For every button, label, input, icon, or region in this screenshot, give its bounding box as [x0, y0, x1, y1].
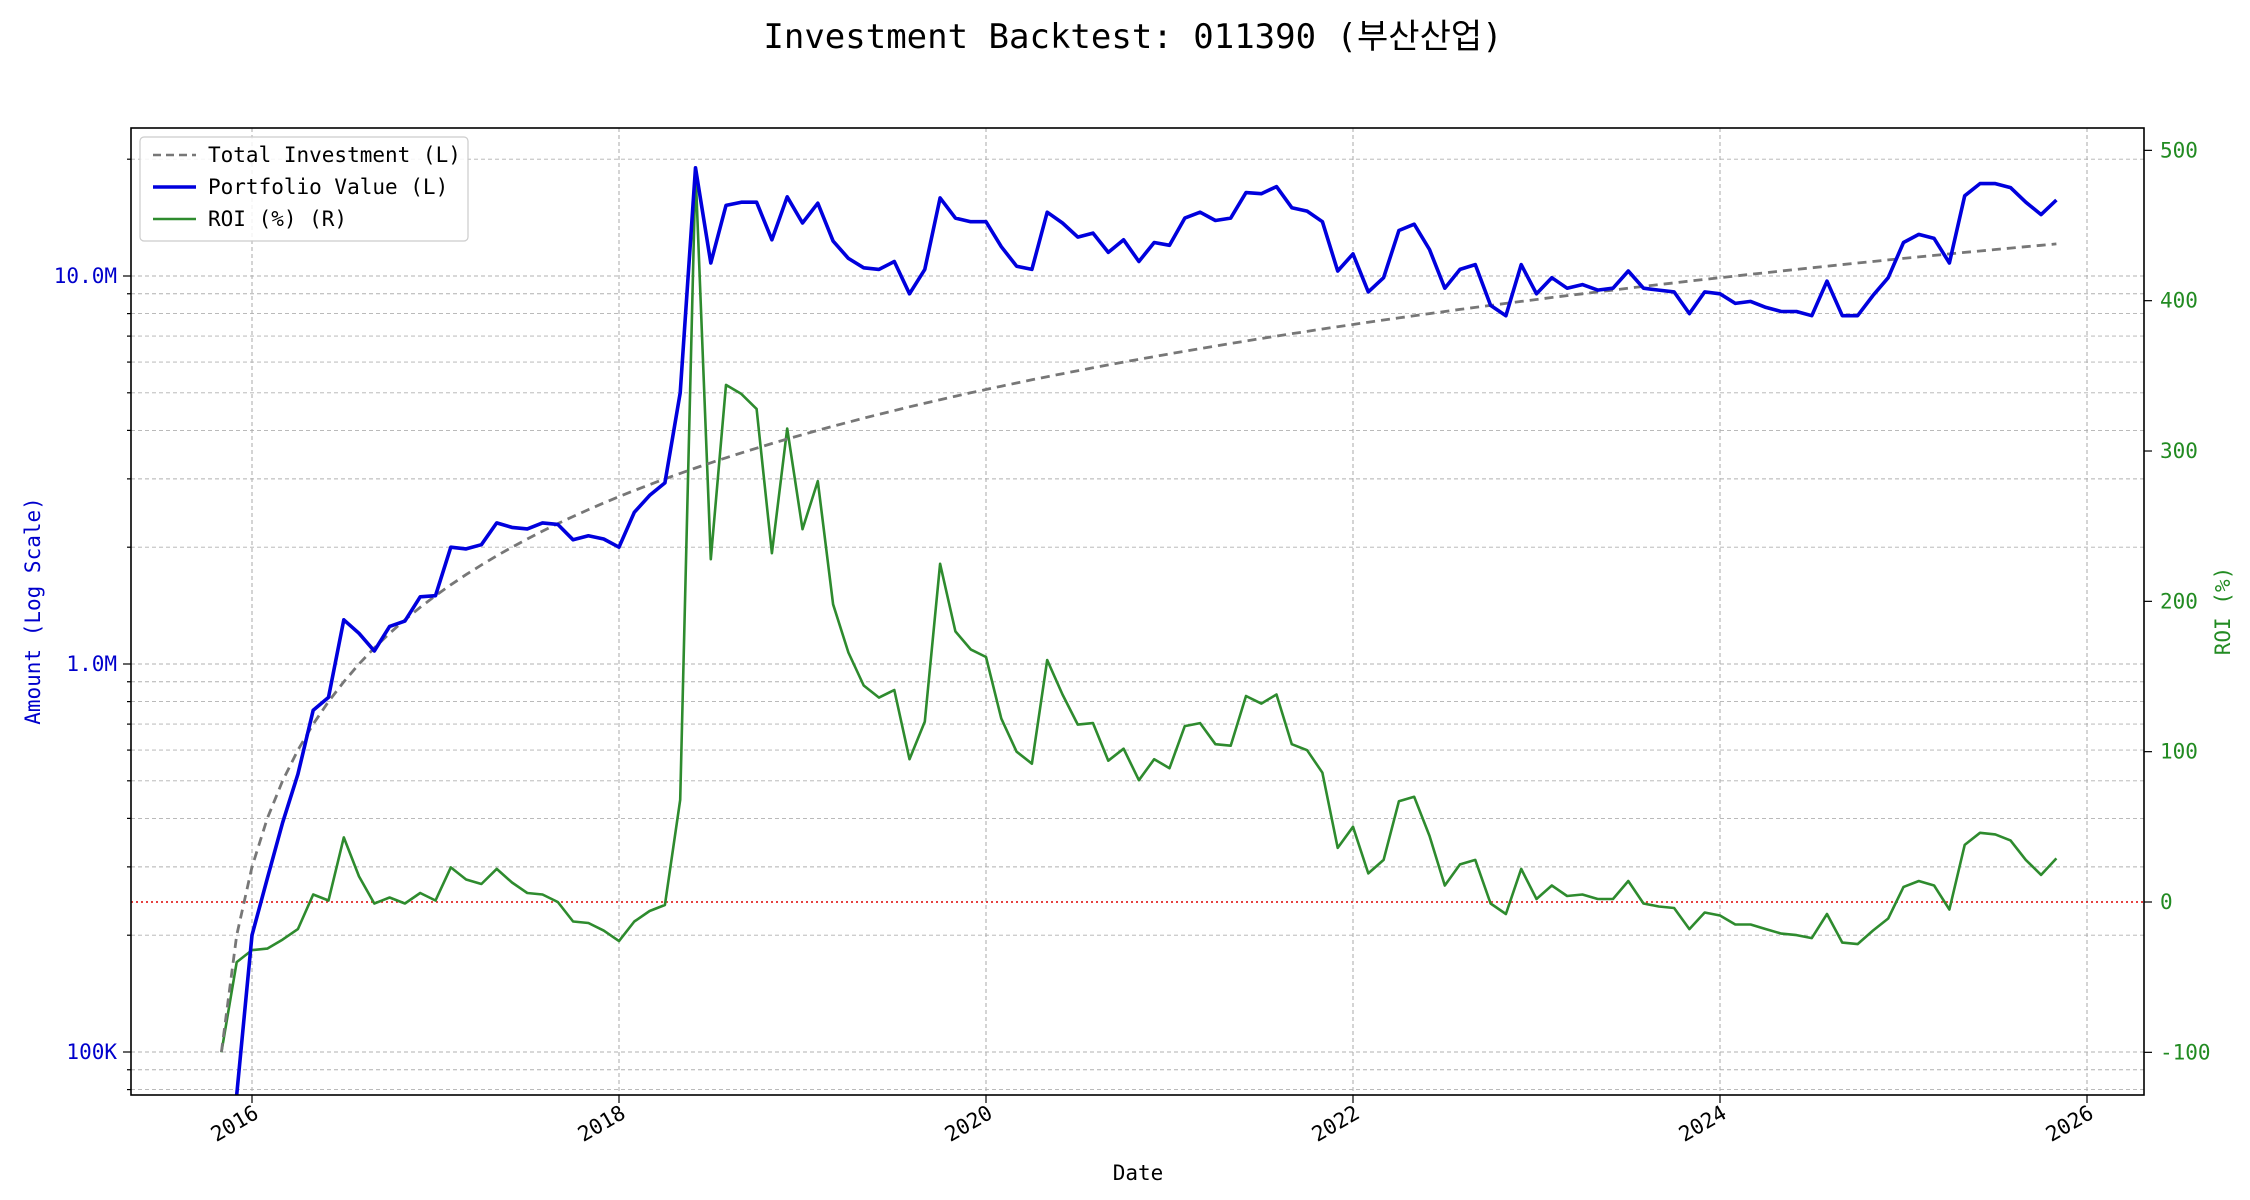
series-roi-line: [220, 168, 2058, 1053]
y-right-tick-label: 200: [2160, 589, 2198, 613]
legend-label-roi: ROI (%) (R): [208, 207, 347, 231]
x-axis-label: Date: [1113, 1161, 1164, 1185]
legend-box: [139, 136, 469, 242]
legend-label-portfolio-value: Portfolio Value (L): [208, 175, 448, 199]
y-left-tick-label: 1.0M: [66, 652, 117, 676]
series-total-investment-line: [220, 242, 2057, 1053]
y-axis-label-left: Amount (Log Scale): [21, 497, 45, 725]
plot-frame: [130, 127, 2145, 1096]
legend: Total Investment (L) Portfolio Value (L)…: [139, 136, 469, 242]
y-right-tick-label: -100: [2160, 1040, 2211, 1064]
y-right-tick-label: 300: [2160, 439, 2198, 463]
y-right-tick-label: 500: [2160, 138, 2198, 162]
x-tick-label: 2020: [941, 1101, 997, 1147]
y-right-tick-label: 400: [2160, 289, 2198, 313]
x-tick-label: 2024: [1675, 1101, 1731, 1147]
y-left-tick-label: 10.0M: [54, 264, 117, 288]
x-tick-label: 2026: [2042, 1101, 2098, 1147]
y-axis-label-right: ROI (%): [2211, 567, 2235, 656]
x-tick-label: 2016: [207, 1101, 263, 1147]
x-tick-label: 2022: [1308, 1101, 1364, 1147]
legend-label-total-investment: Total Investment (L): [208, 143, 461, 167]
x-tick-label: 2018: [574, 1101, 630, 1147]
chart-title: Investment Backtest: 011390 (부산산업): [763, 17, 1502, 57]
series-portfolio-value-line: [234, 166, 2058, 1096]
y-right-tick-label: 100: [2160, 740, 2198, 764]
series-lines: [131, 166, 2144, 1096]
grid-lines: [131, 128, 2144, 1095]
axis-ticks: 100K 1.0M 10.0M -100 0 100 200 300 400 500 2016 201…: [54, 138, 2211, 1146]
y-left-tick-label: 100K: [66, 1040, 117, 1064]
y-right-tick-label: 0: [2160, 890, 2173, 914]
